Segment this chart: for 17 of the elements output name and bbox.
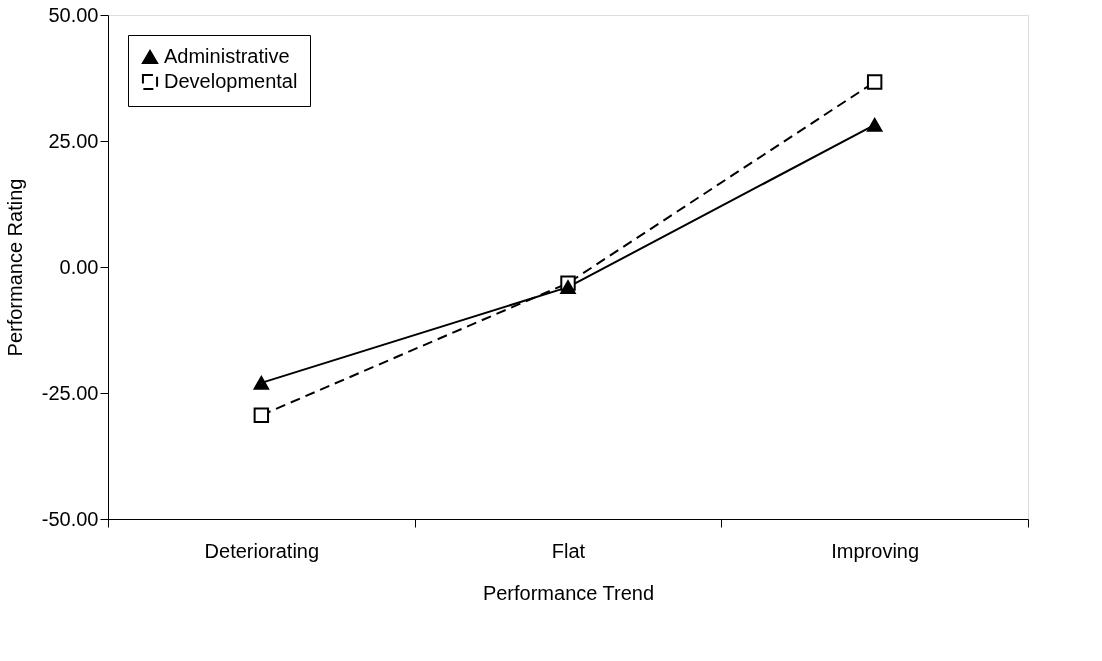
y-tick-label: -25.00 (41, 381, 99, 404)
y-tick-label: 25.00 (48, 129, 99, 152)
point (253, 376, 270, 390)
y-axis-title: Performance Rating (3, 178, 26, 357)
y-tick-label: 0.00 (59, 255, 99, 278)
x-tick-label: Deteriorating (204, 539, 320, 562)
legend-label: Administrative (164, 45, 290, 67)
y-tick-label: -50.00 (41, 507, 99, 530)
legend-label: Developmental (164, 70, 298, 92)
point (866, 118, 883, 132)
x-tick-label: Improving (831, 539, 920, 562)
x-tick-label: Flat (551, 539, 586, 562)
y-tick-label: 50.00 (48, 3, 99, 26)
point (253, 407, 270, 423)
x-axis-title: Performance Trend (482, 581, 655, 604)
point (560, 280, 576, 294)
point (866, 74, 883, 90)
